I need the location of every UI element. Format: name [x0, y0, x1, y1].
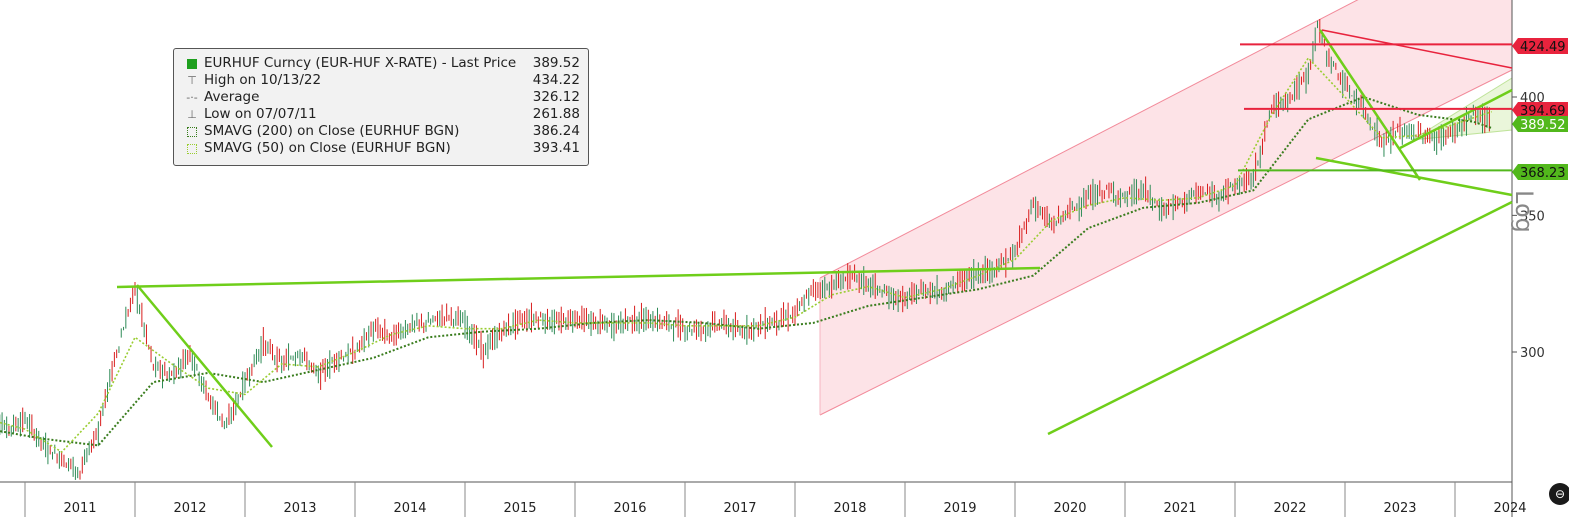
legend-label: High on 10/13/22 [204, 72, 322, 88]
price-tag-box [1512, 102, 1568, 118]
price-tag: 389.52 [1512, 116, 1568, 133]
legend-value: 261.88 [532, 106, 580, 122]
legend-value: 386.24 [532, 123, 580, 139]
legend-dotted-square-icon [184, 140, 200, 157]
price-tag-label: 368.23 [1520, 166, 1566, 181]
x-tick-label: 2024 [1493, 501, 1526, 516]
x-tick-label: 2020 [1053, 501, 1086, 516]
x-tick-label: 2012 [173, 501, 206, 516]
log-scale-label: Log [1510, 190, 1538, 233]
legend-square-icon [184, 55, 200, 72]
legend-value: 393.41 [532, 140, 580, 156]
price-tag-label: 394.69 [1520, 104, 1566, 119]
legend-value: 389.52 [532, 55, 580, 71]
price-tag-box [1512, 164, 1568, 180]
high-marker-icon: ⊤ [187, 74, 197, 87]
downtrend-2022-line [1318, 29, 1422, 181]
legend-row-high: ⊤ High on 10/13/22 434.22 [182, 72, 580, 89]
long-support-trendline [1047, 200, 1513, 436]
long-resistance-trendline [116, 266, 1041, 289]
legend-row-price: EURHUF Curncy (EUR-HUF X-RATE) - Last Pr… [182, 55, 580, 72]
channel-upper-line [819, 0, 1359, 279]
trendline-layer [116, 29, 1513, 448]
price-tag-label: 424.49 [1520, 40, 1566, 55]
x-tick-label: 2013 [283, 501, 316, 516]
x-tick-label: 2022 [1273, 501, 1306, 516]
legend-label: SMAVG (50) on Close (EURHUF BGN) [204, 140, 451, 156]
y-tick-label: 300 [1520, 346, 1545, 361]
price-tag: 368.23 [1512, 164, 1568, 181]
x-tick-label: 2018 [833, 501, 866, 516]
average-marker-icon: -·- [186, 91, 198, 104]
x-tick-label: 2014 [393, 501, 426, 516]
x-tick-label: 2011 [63, 501, 96, 516]
sma50-line [0, 56, 1492, 454]
channel-lower-line [819, 69, 1513, 416]
legend-label: Low on 07/07/11 [204, 106, 317, 122]
x-tick-label: 2017 [723, 501, 756, 516]
legend-row-average: -·- Average 326.12 [182, 89, 580, 106]
legend-label: SMAVG (200) on Close (EURHUF BGN) [204, 123, 460, 139]
triangle-upper-line [1399, 88, 1513, 150]
chart-menu-icon[interactable]: ⊖ [1549, 483, 1569, 505]
legend-row-sma200: SMAVG (200) on Close (EURHUF BGN) 386.24 [182, 123, 580, 140]
x-tick-label: 2021 [1163, 501, 1196, 516]
downtrend-2012-line [136, 284, 273, 448]
legend-row-low: ⊥ Low on 07/07/11 261.88 [182, 106, 580, 123]
support-2023-line [1315, 156, 1513, 197]
price-tag-box [1512, 116, 1568, 132]
legend-value: 434.22 [532, 72, 580, 88]
legend-value: 326.12 [532, 89, 580, 105]
x-tick-label: 2015 [503, 501, 536, 516]
low-marker-icon: ⊥ [187, 108, 197, 121]
sma200-line [0, 95, 1493, 447]
price-tag-label: 389.52 [1520, 118, 1566, 133]
price-tag-box [1512, 38, 1568, 54]
legend-label: EURHUF Curncy (EUR-HUF X-RATE) - Last Pr… [204, 55, 517, 71]
y-tick-label: 350 [1520, 209, 1545, 224]
legend-row-sma50: SMAVG (50) on Close (EURHUF BGN) 393.41 [182, 140, 580, 157]
legend-dotted-square-icon [184, 123, 200, 140]
price-tag: 424.49 [1512, 38, 1568, 55]
legend-label: Average [204, 89, 260, 105]
price-tag: 394.69 [1512, 102, 1568, 119]
x-tick-label: 2016 [613, 501, 646, 516]
x-tick-label: 2019 [943, 501, 976, 516]
x-tick-label: 2023 [1383, 501, 1416, 516]
chart-legend: EURHUF Curncy (EUR-HUF X-RATE) - Last Pr… [173, 48, 589, 166]
red-downtrend-line [1321, 29, 1513, 69]
